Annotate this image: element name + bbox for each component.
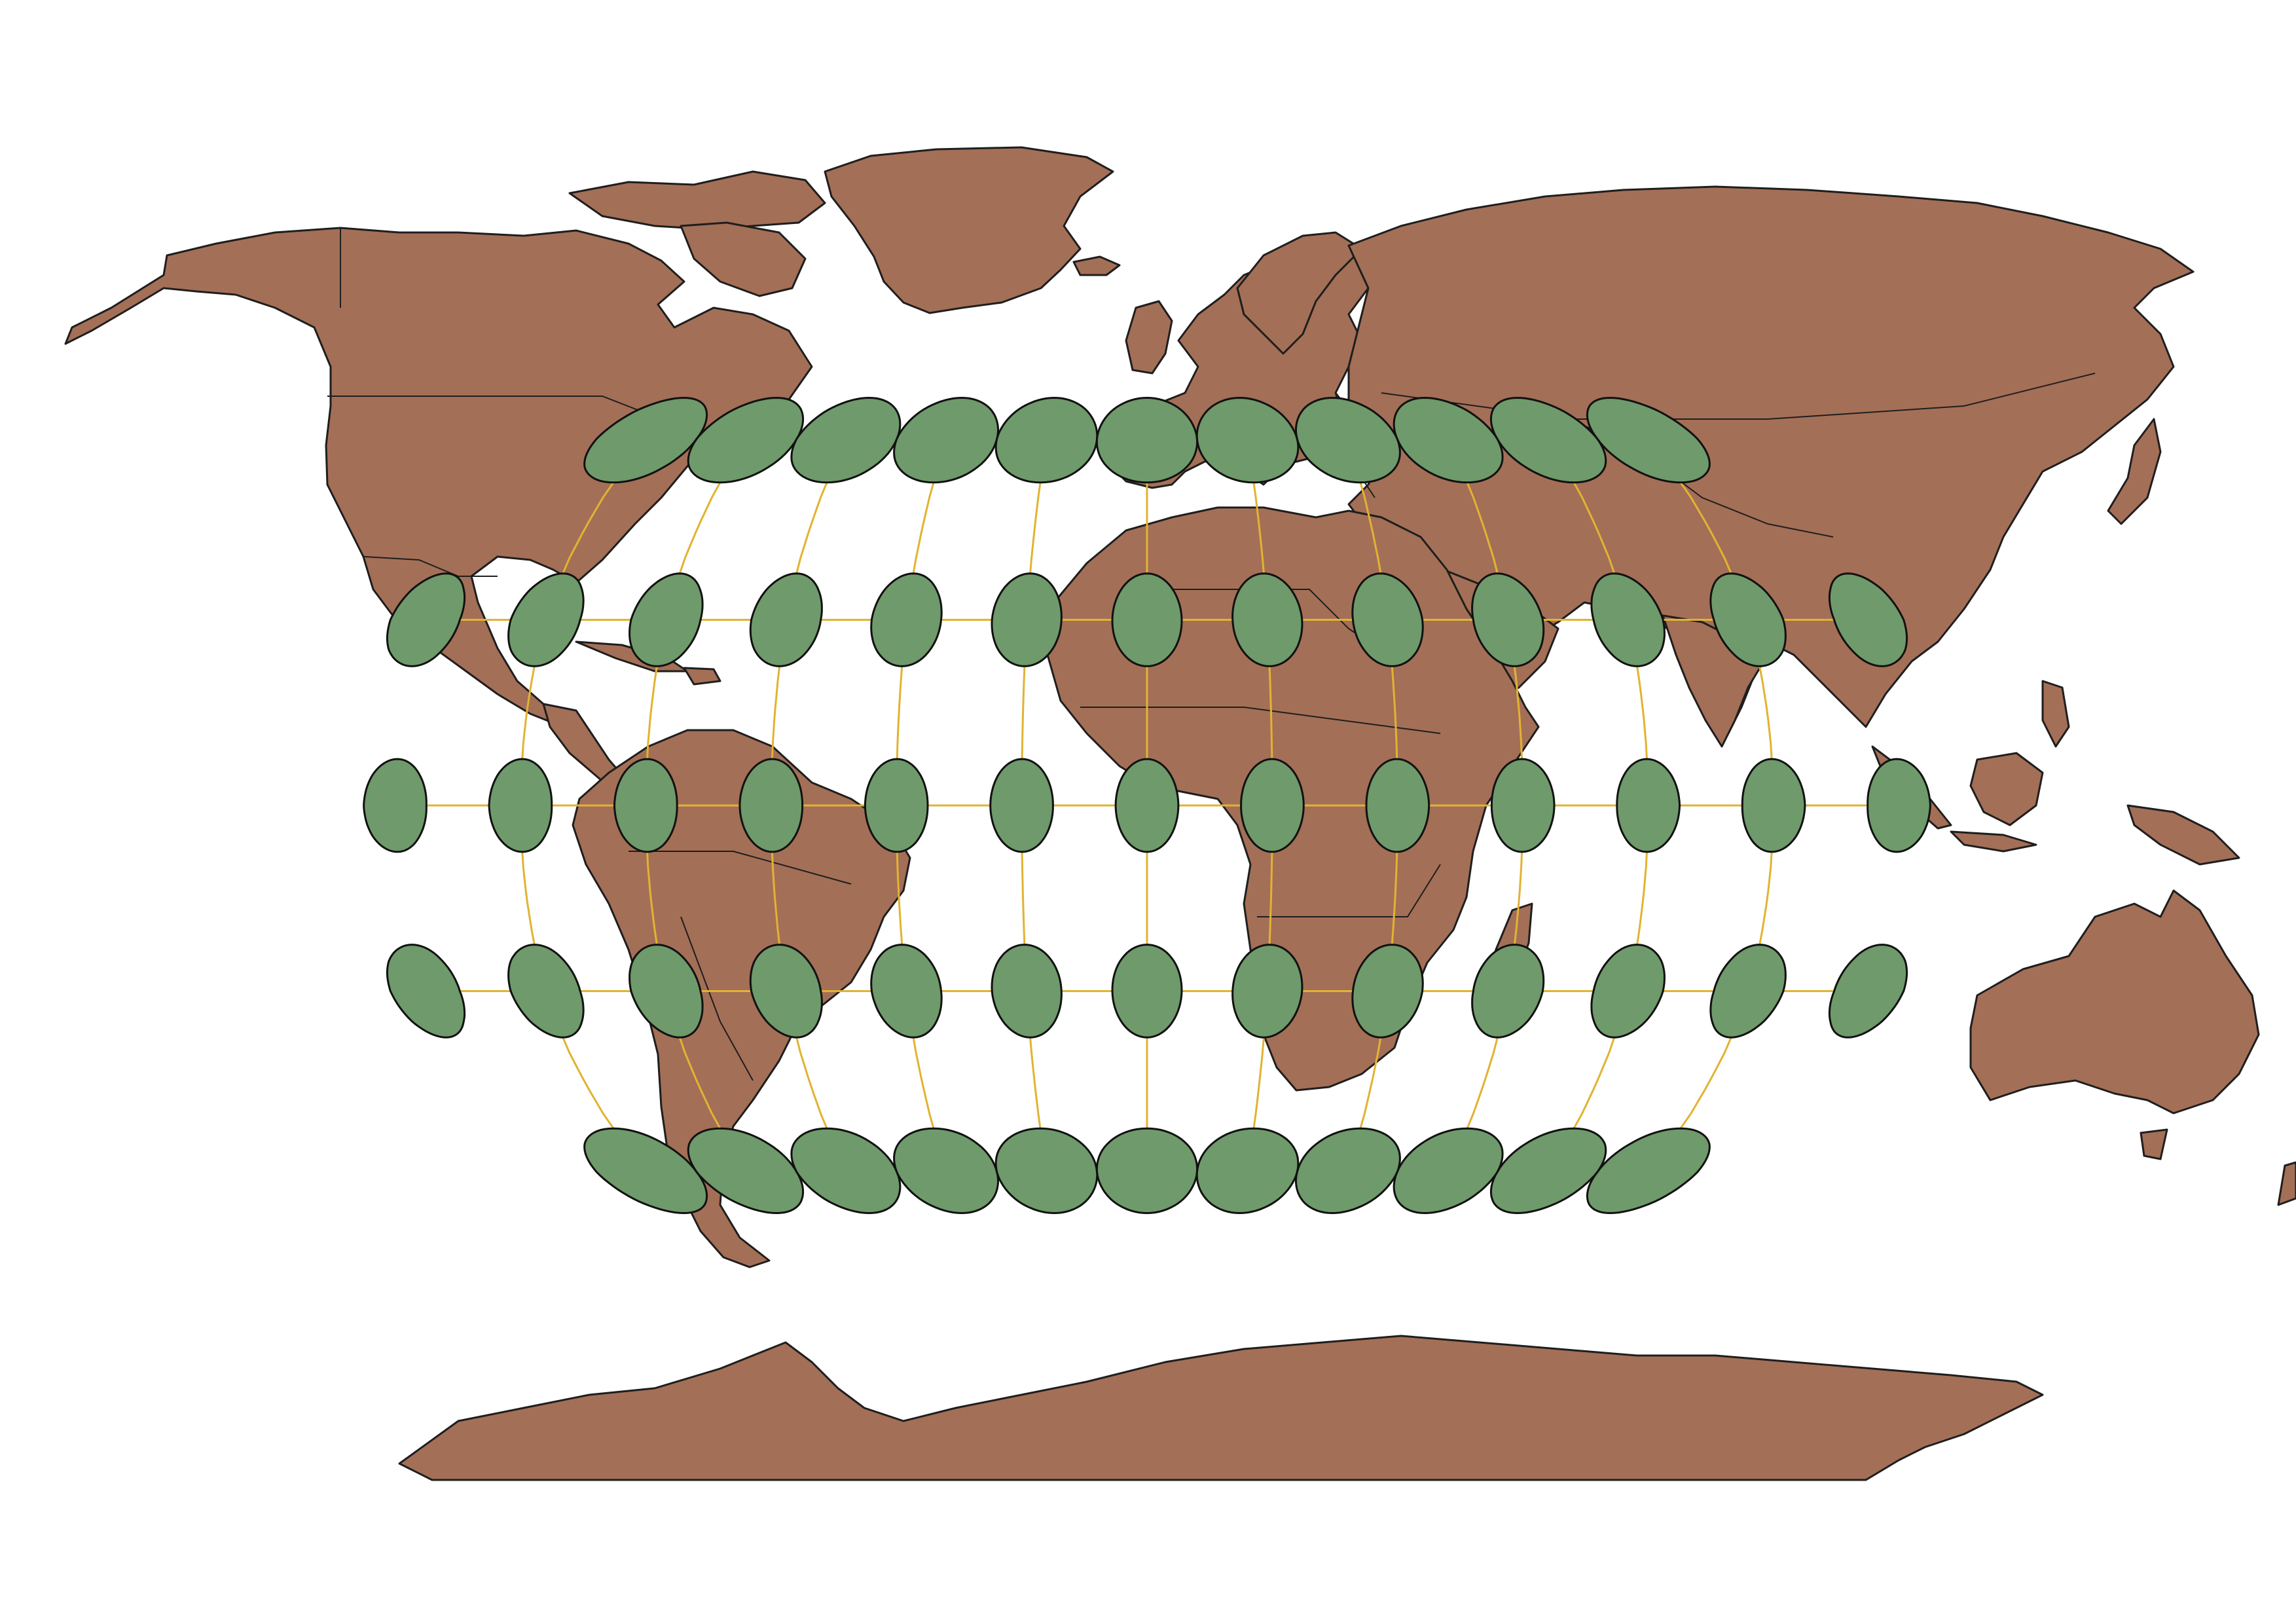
tissot-ellipse (629, 572, 704, 667)
tissot-ellipse (1489, 396, 1607, 484)
tissot-ellipse (1195, 1127, 1300, 1215)
tissot-ellipse (1351, 944, 1424, 1039)
tissot-ellipse (687, 396, 805, 484)
tissot-ellipse (1590, 572, 1666, 667)
tissot-ellipse (507, 944, 585, 1039)
tissot-ellipse (1114, 758, 1180, 853)
tissot-ellipse (1365, 758, 1430, 853)
landmass-antarctica (398, 1335, 2044, 1481)
tissot-ellipse (1586, 396, 1711, 484)
tissot-ellipse (1393, 1127, 1504, 1215)
tissot-ellipse (1111, 944, 1183, 1039)
landmass-tasmania (2140, 1128, 2168, 1160)
tissot-ellipse (749, 944, 823, 1039)
landmass-arctic-islands (568, 170, 826, 231)
tissot-ellipse (386, 944, 466, 1039)
tissot-ellipse (994, 1127, 1099, 1215)
tissot-ellipse (1351, 572, 1424, 667)
tissot-ellipse (994, 396, 1099, 484)
tissot-ellipse (386, 572, 466, 667)
tissot-ellipse (790, 1127, 902, 1215)
tissot-ellipse (687, 1127, 805, 1215)
landmass-philippines (2041, 680, 2070, 748)
tissot-ellipse (1828, 944, 1908, 1039)
border-south-america-b (680, 916, 754, 1081)
tissot-ellipse (1586, 1127, 1711, 1215)
landmass-java (1950, 830, 2037, 853)
landmass-scandinavia (1236, 231, 1363, 355)
tissot-ellipse (1867, 758, 1931, 853)
tissot-ellipse (583, 396, 708, 484)
tissot-ellipse (790, 396, 902, 484)
border-africa-mid (1080, 707, 1441, 734)
tissot-ellipse (989, 758, 1054, 853)
tissot-ellipse (870, 572, 943, 667)
landmass-new-zealand (2277, 1161, 2296, 1206)
tissot-ellipse (1616, 758, 1681, 853)
tissot-ellipse (1095, 396, 1199, 484)
landmass-japan (2107, 418, 2162, 525)
tissot-ellipse (488, 758, 553, 853)
tissot-ellipse (363, 758, 428, 853)
border-us-mexico (363, 556, 498, 577)
tissot-ellipse (583, 1127, 708, 1215)
tissot-ellipse (1489, 1127, 1607, 1215)
tissot-ellipse (1471, 944, 1545, 1039)
tissot-ellipse (1590, 944, 1666, 1039)
tissot-ellipse (1295, 396, 1401, 484)
landmass-hispaniola (683, 667, 721, 686)
tissot-ellipse (991, 944, 1063, 1039)
tissot-ellipse (507, 572, 585, 667)
landmass-north-america (64, 227, 813, 731)
tissot-ellipse (870, 944, 943, 1039)
tissot-ellipse (613, 758, 678, 853)
landmass-new-guinea (2126, 804, 2240, 866)
tissot-ellipse (1195, 396, 1300, 484)
tissot-ellipse (1490, 758, 1556, 853)
landmass-baffin-island (680, 221, 807, 297)
tissot-ellipse (749, 572, 823, 667)
tissot-ellipse (1393, 396, 1504, 484)
tissot-ellipse (1709, 944, 1787, 1039)
tissot-ellipse (1295, 1127, 1401, 1215)
tissot-ellipse (1231, 572, 1303, 667)
border-south-america-a (629, 851, 852, 885)
tissot-ellipse (893, 396, 999, 484)
tissot-ellipse (864, 758, 929, 853)
tissot-ellipse (1471, 572, 1545, 667)
tissot-ellipse (1240, 758, 1305, 853)
landmass-iceland (1072, 255, 1121, 276)
landmass-british-isles (1125, 300, 1173, 375)
tissot-ellipse (738, 758, 804, 853)
tissot-indicatrix-layer (363, 396, 1931, 1215)
tissot-ellipse (1741, 758, 1806, 853)
tissot-ellipse (629, 944, 704, 1039)
border-africa-south (1257, 864, 1441, 917)
tissot-ellipse (1828, 572, 1908, 667)
tissot-ellipse (893, 1127, 999, 1215)
tissot-ellipse (1709, 572, 1787, 667)
tissot-ellipse (1111, 572, 1183, 667)
landmass-australia (1969, 889, 2260, 1115)
tissot-ellipse (1231, 944, 1303, 1039)
landmass-borneo (1969, 752, 2044, 826)
tissot-ellipse (1095, 1127, 1199, 1215)
tissot-ellipse (991, 572, 1063, 667)
landmass-greenland (824, 146, 1114, 314)
